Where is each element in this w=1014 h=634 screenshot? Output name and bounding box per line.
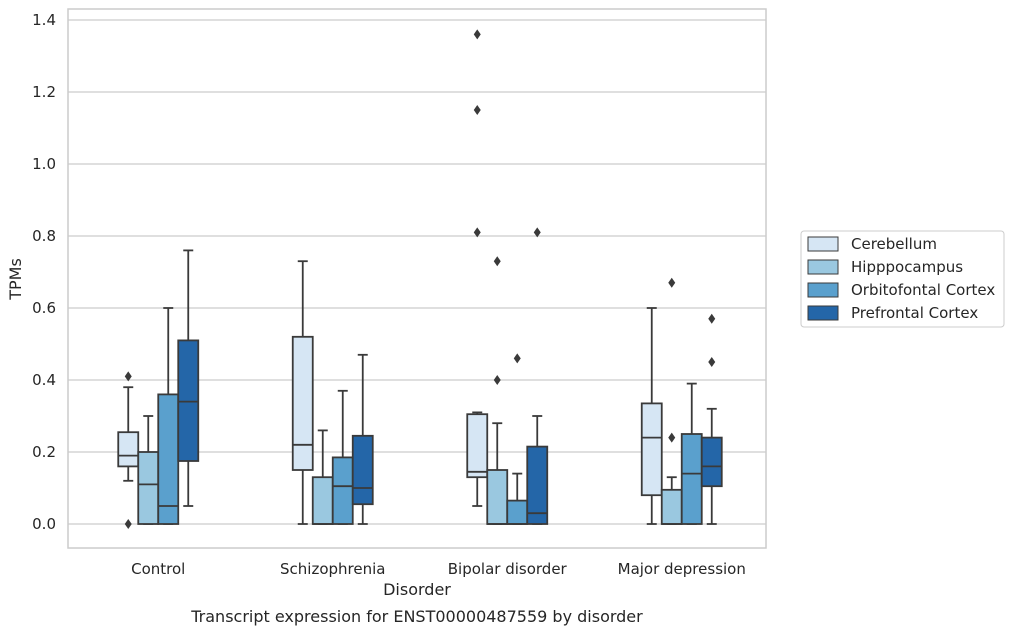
x-tick-label: Control (131, 560, 185, 578)
iqr-box (466, 413, 489, 479)
legend-label: Hipppocampus (851, 258, 963, 276)
outlier-point (473, 105, 481, 115)
x-tick-label: Bipolar disorder (448, 560, 568, 578)
outlier-point (708, 357, 716, 367)
box-cerebellum (291, 260, 314, 525)
iqr-box (700, 436, 723, 488)
y-tick-label: 1.2 (32, 83, 56, 101)
y-tick-labels: 0.0 0.2 0.4 0.6 0.8 1.0 1.2 1.4 (32, 11, 56, 533)
iqr-box (137, 451, 160, 525)
box-orbitofontal-cortex (331, 389, 354, 525)
box-cerebellum (640, 307, 663, 525)
legend-label: Cerebellum (851, 235, 937, 253)
outlier-point (513, 353, 521, 364)
iqr-box (486, 469, 509, 525)
x-axis-title: Disorder (383, 580, 451, 599)
iqr-box (117, 431, 140, 468)
box-cerebellum (466, 29, 489, 507)
iqr-box (351, 434, 374, 506)
legend-items: Cerebellum Hipppocampus Orbitofontal Corte… (807, 235, 995, 322)
category-group (640, 277, 723, 525)
category-group (291, 260, 374, 525)
y-tick-label: 0.0 (32, 515, 56, 533)
plot-area: 0.0 0.2 0.4 0.6 0.8 1.0 1.2 1.4 Control Schizoph… (32, 8, 767, 578)
box-cerebellum (117, 371, 140, 529)
legend-item: Prefrontal Cortex (807, 304, 978, 322)
legend-label: Prefrontal Cortex (851, 304, 978, 322)
outlier-point (533, 227, 541, 238)
y-axis-title: TPMs (6, 258, 25, 301)
outlier-point (493, 256, 501, 267)
legend-item: Hipppocampus (807, 258, 963, 276)
legend-swatch (807, 282, 839, 298)
box-groups (117, 29, 723, 529)
y-tick-label: 0.4 (32, 371, 56, 389)
iqr-box (526, 445, 549, 525)
box-prefrontal-cortex (351, 353, 374, 525)
box-prefrontal-cortex (526, 227, 549, 525)
y-tick-label: 1.0 (32, 155, 56, 173)
box-hipppocampus (311, 429, 334, 525)
y-tick-label: 0.2 (32, 443, 56, 461)
legend: Cerebellum Hipppocampus Orbitofontal Corte… (800, 230, 1005, 328)
legend-swatch (807, 236, 839, 252)
iqr-box (506, 499, 529, 525)
y-tick-label: 0.8 (32, 227, 56, 245)
iqr-box (177, 339, 200, 462)
iqr-box (157, 393, 180, 525)
legend-item: Cerebellum (807, 235, 937, 253)
y-tick-label: 0.6 (32, 299, 56, 317)
outlier-point (124, 371, 132, 382)
iqr-box (291, 335, 314, 471)
legend-swatch (807, 305, 839, 321)
outlier-point (668, 432, 676, 443)
iqr-box (331, 456, 354, 525)
outlier-point (668, 277, 676, 288)
outlier-point (708, 313, 716, 324)
box-prefrontal-cortex (177, 249, 200, 507)
iqr-box (311, 476, 334, 525)
box-orbitofontal-cortex (157, 307, 180, 525)
box-hipppocampus (660, 277, 683, 525)
box-hipppocampus (486, 256, 509, 525)
x-tick-label: Major depression (618, 560, 746, 578)
category-group (117, 249, 200, 529)
legend-swatch (807, 259, 839, 275)
outlier-point (493, 375, 501, 385)
chart-caption: Transcript expression for ENST0000048755… (190, 607, 643, 626)
x-tick-label: Schizophrenia (280, 560, 385, 578)
box-prefrontal-cortex (700, 313, 723, 525)
outlier-point (473, 29, 481, 40)
outlier-point (473, 227, 481, 238)
x-tick-labels: Control Schizophrenia Bipolar disorder Majo… (131, 560, 746, 578)
category-group (466, 29, 549, 525)
legend-frame (800, 230, 1005, 328)
outlier-point (124, 519, 132, 529)
box-orbitofontal-cortex (506, 353, 529, 525)
iqr-box (660, 488, 683, 525)
legend-item: Orbitofontal Cortex (807, 281, 995, 299)
legend-label: Orbitofontal Cortex (851, 281, 995, 299)
y-tick-label: 1.4 (32, 11, 56, 29)
iqr-box (640, 402, 663, 497)
iqr-box (680, 433, 703, 525)
